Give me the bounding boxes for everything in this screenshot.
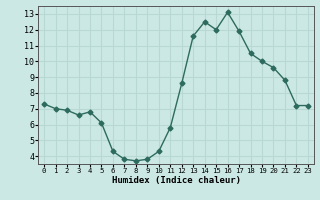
X-axis label: Humidex (Indice chaleur): Humidex (Indice chaleur) [111, 176, 241, 185]
